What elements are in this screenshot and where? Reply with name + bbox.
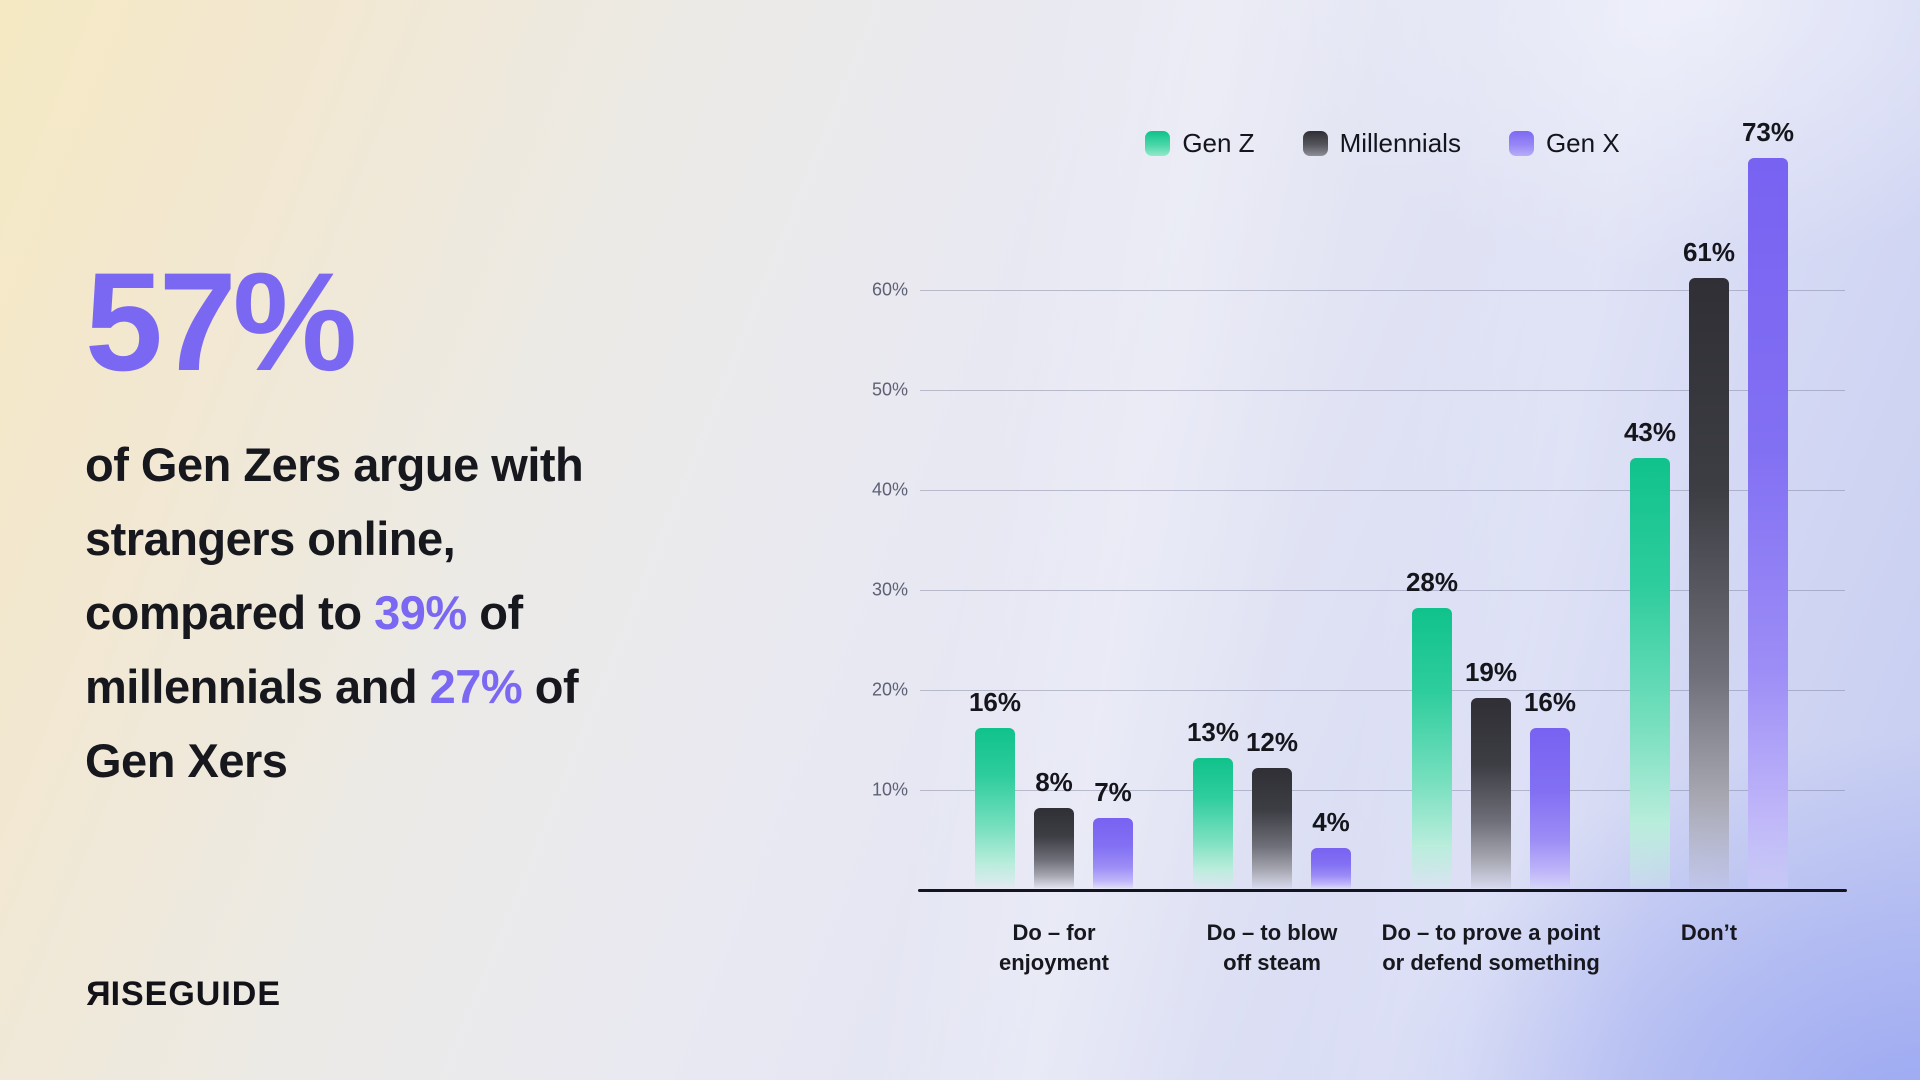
- stat-highlight: 27%: [429, 660, 523, 713]
- paragraph-line-1: of Gen Zers argue with: [85, 428, 705, 502]
- bar-genx-group3: [1530, 728, 1570, 888]
- stat-highlight: 39%: [374, 586, 467, 639]
- bar-value-label-genz-group4: 43%: [1623, 417, 1677, 447]
- bar-value-label-genx-group1: 7%: [1094, 777, 1132, 807]
- bar-mill-group4: [1689, 278, 1729, 888]
- grid-line-50: [920, 390, 1845, 391]
- legend-item-mill: Millennials: [1302, 127, 1461, 159]
- bar-genz-group3: [1412, 608, 1452, 888]
- bar-value-label-genx-group3: 16%: [1523, 687, 1577, 717]
- bar-value-label-genx-group2: 4%: [1312, 807, 1350, 837]
- category-label-line: enjoyment: [998, 950, 1110, 975]
- category-label-line: Do – to prove a point: [1381, 920, 1601, 945]
- y-tick-label-50: 50%: [871, 379, 908, 400]
- y-tick-label-10: 10%: [871, 779, 908, 800]
- paragraph-text: strangers online,: [85, 512, 456, 565]
- legend-item-genz: Gen Z: [1145, 127, 1255, 159]
- category-label-group4: Don’t: [1559, 918, 1859, 948]
- bar-value-label-genz-group3: 28%: [1405, 567, 1459, 597]
- paragraph-text: of: [522, 660, 579, 713]
- headline-paragraph: of Gen Zers argue with strangers online, c…: [85, 428, 705, 798]
- logo-mirrored-letter: R: [85, 975, 111, 1013]
- paragraph-text: of Gen Zers argue with: [85, 438, 584, 491]
- bar-genx-group2: [1311, 848, 1351, 888]
- legend-item-genx: Gen X: [1508, 127, 1620, 159]
- category-label-group2: Do – to blow off steam: [1122, 918, 1422, 978]
- brand-logo: RISEGUIDE: [85, 974, 281, 1015]
- paragraph-line-2: strangers online,: [85, 502, 705, 576]
- headline-stat: 57%: [85, 243, 357, 400]
- category-label-line: off steam: [1223, 950, 1321, 975]
- category-label-line: Do – for: [1012, 920, 1096, 945]
- paragraph-text: millennials and: [85, 660, 430, 713]
- paragraph-line-3: compared to 39% of: [85, 576, 705, 650]
- bar-genz-group4: [1630, 458, 1670, 888]
- bar-mill-group3: [1471, 698, 1511, 888]
- grid-line-10: [920, 790, 1845, 791]
- paragraph-text: Gen Xers: [85, 734, 288, 787]
- plot-area: 10% 20% 30% 40% 50% 60% 16% 13% 28% 43% 8% 12% 19% 61…: [872, 117, 1847, 975]
- bar-value-label-mill-group1: 8%: [1035, 767, 1073, 797]
- y-tick-label-20: 20%: [871, 679, 908, 700]
- bar-genx-group1: [1093, 818, 1133, 888]
- y-tick-label-30: 30%: [871, 579, 908, 600]
- chart-legend: Gen Z Millennials Gen X: [920, 128, 1845, 158]
- legend-swatch-mill: [1302, 130, 1328, 156]
- bar-value-label-mill-group2: 12%: [1245, 727, 1299, 757]
- bar-value-label-genz-group2: 13%: [1186, 717, 1240, 747]
- y-tick-label-60: 60%: [871, 279, 908, 300]
- bar-mill-group1: [1034, 808, 1074, 888]
- bar-value-label-mill-group3: 19%: [1464, 657, 1518, 687]
- category-label-line: Don’t: [1680, 920, 1738, 945]
- bar-value-label-genx-group4: 73%: [1741, 117, 1795, 147]
- bar-genz-group2: [1193, 758, 1233, 888]
- legend-swatch-genx: [1508, 130, 1534, 156]
- x-axis-line: [918, 889, 1847, 892]
- paragraph-line-4: millennials and 27% of: [85, 650, 705, 724]
- grid-line-20: [920, 690, 1845, 691]
- category-label-line: or defend something: [1382, 950, 1600, 975]
- grid-line-60: [920, 290, 1845, 291]
- category-label-line: Do – to blow: [1206, 920, 1338, 945]
- logo-text: ISEGUIDE: [110, 975, 282, 1013]
- grid-line-40: [920, 490, 1845, 491]
- y-tick-label-40: 40%: [871, 479, 908, 500]
- legend-swatch-genz: [1145, 130, 1171, 156]
- bar-genz-group1: [975, 728, 1015, 888]
- grid-line-30: [920, 590, 1845, 591]
- bar-value-label-genz-group1: 16%: [968, 687, 1022, 717]
- legend-label-genx: Gen X: [1545, 127, 1620, 158]
- category-label-group1: Do – for enjoyment: [904, 918, 1204, 978]
- bar-mill-group2: [1252, 768, 1292, 888]
- paragraph-text: compared to: [85, 586, 375, 639]
- legend-label-genz: Gen Z: [1182, 127, 1255, 158]
- paragraph-line-5: Gen Xers: [85, 724, 705, 798]
- bar-genx-group4: [1748, 158, 1788, 888]
- bar-value-label-mill-group4: 61%: [1682, 237, 1736, 267]
- category-label-group3: Do – to prove a point or defend something: [1341, 918, 1641, 978]
- legend-label-mill: Millennials: [1339, 127, 1461, 158]
- paragraph-text: of: [466, 586, 523, 639]
